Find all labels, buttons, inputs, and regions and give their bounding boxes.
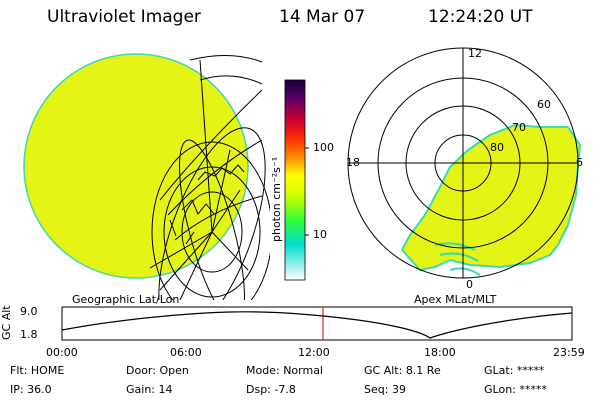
time-tick-0600: 06:00 (170, 346, 202, 359)
status-seq: Seq: 39 (364, 383, 406, 396)
header-time: 12:24:20 UT (428, 7, 533, 27)
app-title: Ultraviolet Imager (47, 7, 201, 27)
status-glat: GLat: ***** (484, 364, 545, 377)
altitude-curve (61, 311, 573, 339)
status-gain: Gain: 14 (126, 383, 173, 396)
polar-plot (347, 47, 582, 279)
colorbar-unit-label: photon cm⁻²s⁻¹ (270, 156, 283, 242)
aurora-oval (400, 123, 582, 272)
status-glon: GLon: ***** (484, 383, 547, 396)
lat-lon-grid (149, 54, 270, 300)
status-gc-alt: GC Alt: 8.1 Re (364, 364, 441, 377)
time-tick-1200: 12:00 (298, 346, 330, 359)
time-tick-0000: 00:00 (46, 346, 78, 359)
color-scale (284, 79, 309, 281)
altitude-tick-1-8: 1.8 (20, 328, 38, 341)
polar-label-12: 12 (468, 47, 482, 60)
left-map-caption: Geographic Lat/Lon (72, 293, 180, 306)
status-ip: IP: 36.0 (10, 383, 52, 396)
altitude-axis-label: GC Alt (0, 305, 13, 340)
time-tick-1800: 18:00 (424, 346, 456, 359)
status-dsp: Dsp: -7.8 (246, 383, 296, 396)
status-door: Door: Open (126, 364, 189, 377)
colorbar-tick-100: 100 (313, 141, 334, 154)
polar-label-70: 70 (512, 121, 526, 134)
polar-label-60: 60 (537, 98, 551, 111)
polar-label-6: 6 (576, 156, 583, 169)
altitude-plot (61, 306, 573, 341)
polar-label-18: 18 (346, 156, 360, 169)
polar-label-80: 80 (490, 141, 504, 154)
right-map-caption: Apex MLat/MLT (414, 293, 497, 306)
time-tick-2359: 23:59 (553, 346, 585, 359)
status-mode: Mode: Normal (246, 364, 323, 377)
colorbar-tick-10: 10 (313, 228, 327, 241)
geographic-image (23, 53, 270, 300)
header-date: 14 Mar 07 (279, 7, 366, 27)
altitude-tick-9: 9.0 (20, 305, 38, 318)
polar-label-0: 0 (466, 278, 473, 291)
status-flt: Flt: HOME (10, 364, 65, 377)
earth-disk (23, 53, 249, 279)
